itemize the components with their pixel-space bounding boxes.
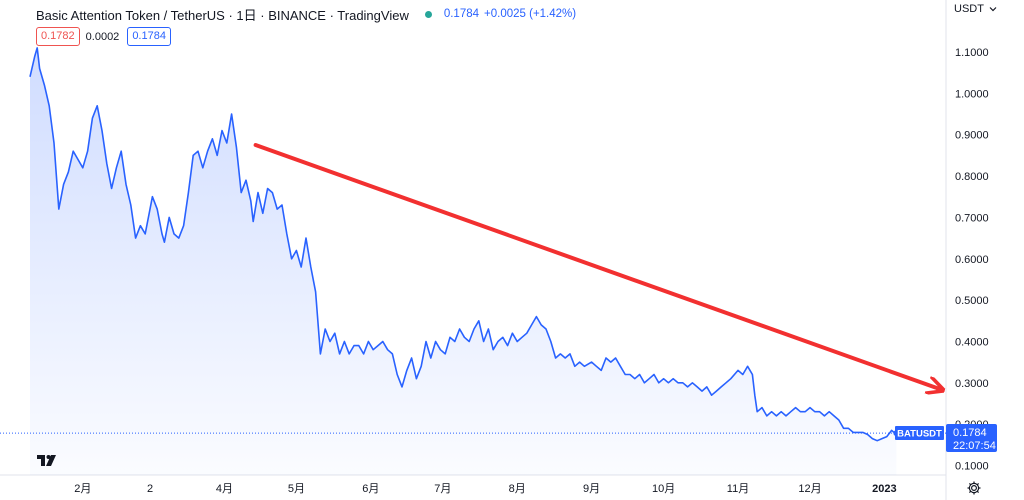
y-tick-label: 0.3000 <box>955 378 989 390</box>
x-tick-label: 9月 <box>583 483 600 495</box>
symbol-label: BATUSDT <box>897 429 942 440</box>
y-tick-label: 0.4000 <box>955 336 989 348</box>
symbol-title: Basic Attention Token / TetherUS · 1日 · … <box>36 7 409 23</box>
currency-label: USDT <box>954 3 984 15</box>
price-area-fill <box>30 47 897 476</box>
x-tick-label: 5月 <box>288 483 305 495</box>
bid-ask-badges: 0.1782 0.0002 0.1784 <box>36 27 171 46</box>
price-label: BATUSDT 0.1784 22:07:54 <box>895 424 997 452</box>
trend-arrow[interactable] <box>253 143 940 389</box>
price-label-bg <box>946 424 997 452</box>
y-tick-label: 0.7000 <box>955 212 989 224</box>
price-change-value: +0.0025 (+1.42%) <box>484 8 577 20</box>
x-tick-label: 2 <box>147 483 153 495</box>
market-status-icon <box>424 10 432 18</box>
x-tick-label: 2023 <box>872 483 896 495</box>
x-tick-label: 2月 <box>74 483 91 495</box>
gear-icon[interactable] <box>966 480 982 496</box>
symbol-label-bg <box>895 426 944 440</box>
bid-price-badge[interactable]: 0.1782 <box>36 27 80 46</box>
tradingview-logo-icon[interactable] <box>36 451 60 469</box>
y-tick-label: 0.5000 <box>955 295 989 307</box>
y-tick-label: 0.8000 <box>955 171 989 183</box>
y-tick-label: 0.9000 <box>955 130 989 142</box>
x-tick-label: 6月 <box>362 483 379 495</box>
countdown-label: 22:07:54 <box>953 440 996 452</box>
x-tick-label: 4月 <box>216 483 233 495</box>
x-tick-label: 7月 <box>434 483 451 495</box>
chart-header: Basic Attention Token / TetherUS · 1日 · … <box>36 6 581 23</box>
currency-selector[interactable]: USDT <box>954 3 997 15</box>
y-tick-label: 0.1000 <box>955 461 989 473</box>
price-line <box>29 47 897 442</box>
chevron-down-icon <box>989 7 997 12</box>
current-price: 0.1784 <box>443 8 480 20</box>
y-tick-label: 1.0000 <box>955 88 989 100</box>
x-tick-label: 8月 <box>509 483 526 495</box>
x-tick-label: 10月 <box>652 483 675 495</box>
y-tick-label: 1.1000 <box>955 47 989 59</box>
spread-value: 0.0002 <box>85 30 120 43</box>
price-axis[interactable]: 1.1000 1.0000 0.9000 0.8000 0.7000 0.6000 0.50… <box>955 47 989 473</box>
y-tick-label: 0.6000 <box>955 254 989 266</box>
last-price-label: 0.1784 <box>953 427 987 439</box>
price-change: 0.1784 +0.0025 (+1.42%) <box>444 8 581 20</box>
ask-price-badge[interactable]: 0.1784 <box>127 27 171 46</box>
time-axis[interactable]: 2月 2 4月 5月 6月 7月 8月 9月 10月 11月 12月 2023 <box>74 483 896 495</box>
x-tick-label: 11月 <box>727 483 749 495</box>
x-tick-label: 12月 <box>798 483 821 495</box>
